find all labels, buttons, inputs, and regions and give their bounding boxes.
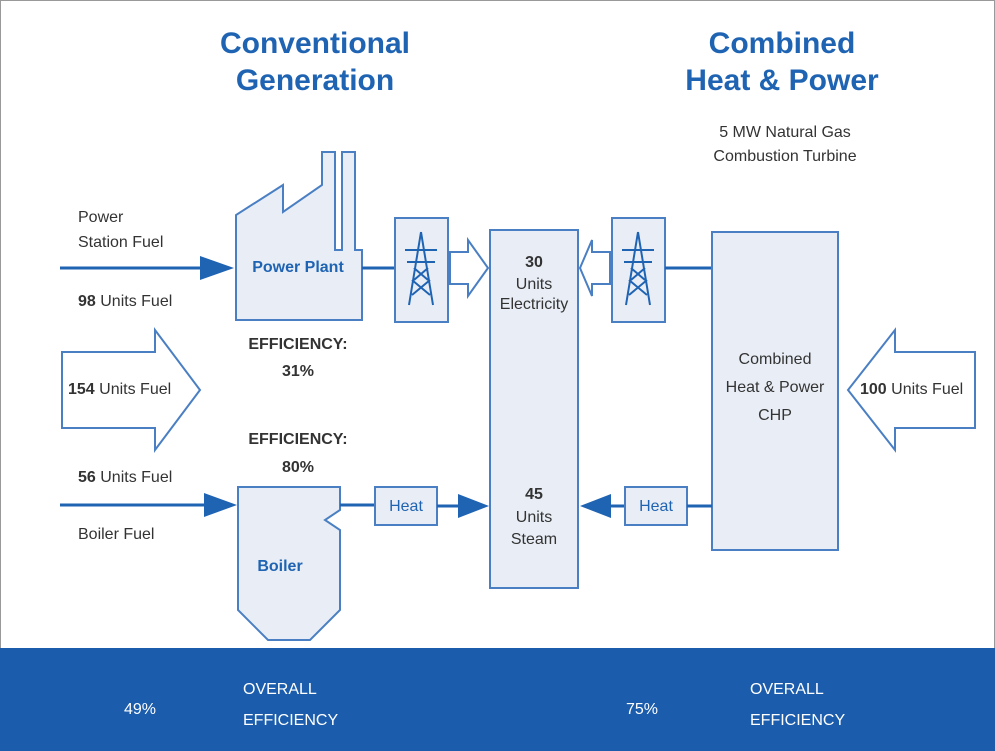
label: OVERALL bbox=[750, 681, 824, 698]
label: EFFICIENCY: bbox=[248, 431, 347, 448]
title: Conventional bbox=[220, 27, 410, 60]
label: EFFICIENCY: bbox=[248, 336, 347, 353]
label: 31% bbox=[282, 363, 314, 380]
amount: 98 bbox=[78, 293, 96, 310]
title: Generation bbox=[236, 64, 394, 97]
label: Heat bbox=[639, 498, 673, 515]
label: 30 bbox=[525, 254, 543, 271]
label: EFFICIENCY bbox=[750, 712, 845, 729]
title: Heat & Power bbox=[685, 64, 879, 97]
label: Units bbox=[516, 276, 552, 293]
heat-box bbox=[624, 486, 688, 526]
label: EFFICIENCY bbox=[243, 712, 338, 729]
label: 80% bbox=[282, 459, 314, 476]
hollow-arrow bbox=[449, 236, 490, 300]
arrowhead bbox=[200, 256, 234, 280]
arrowhead bbox=[458, 494, 489, 518]
amount: 56 bbox=[78, 469, 96, 486]
unit: Units Fuel bbox=[100, 469, 172, 486]
hollow-arrow bbox=[846, 327, 976, 453]
label: Station Fuel bbox=[78, 234, 163, 251]
label: Units bbox=[516, 509, 552, 526]
tower-box bbox=[394, 217, 449, 323]
unit: Units Fuel bbox=[99, 381, 171, 398]
overall-value: 75% bbox=[626, 701, 658, 718]
label: Heat & Power bbox=[726, 379, 825, 396]
tower-icon bbox=[405, 231, 437, 306]
unit: Units Fuel bbox=[100, 293, 172, 310]
heat-box bbox=[374, 486, 438, 526]
label: Power bbox=[78, 209, 124, 226]
label: 154 Units Fuel bbox=[68, 381, 171, 398]
label: 45 bbox=[525, 486, 543, 503]
label: Boiler bbox=[257, 558, 302, 575]
unit: Units Fuel bbox=[891, 381, 963, 398]
label: 100 Units Fuel bbox=[860, 381, 963, 398]
label: 56 Units Fuel bbox=[78, 469, 172, 486]
label: Power Plant bbox=[252, 259, 344, 276]
amount: 154 bbox=[68, 381, 95, 398]
hollow-arrow bbox=[61, 327, 202, 453]
arrowhead bbox=[204, 493, 237, 517]
label: CHP bbox=[758, 407, 792, 424]
label: Combined bbox=[739, 351, 812, 368]
boiler bbox=[237, 486, 341, 641]
hollow-arrow bbox=[578, 239, 611, 297]
label: Boiler Fuel bbox=[78, 526, 154, 543]
label: Heat bbox=[389, 498, 423, 515]
subtitle: 5 MW Natural Gas bbox=[719, 124, 851, 141]
subtitle: Combustion Turbine bbox=[713, 148, 856, 165]
label: OVERALL bbox=[243, 681, 317, 698]
power-plant bbox=[235, 151, 363, 321]
footer-band bbox=[0, 648, 995, 751]
output-box bbox=[489, 229, 579, 589]
tower-icon bbox=[622, 231, 654, 306]
chp-box bbox=[711, 231, 839, 551]
overall-value: 49% bbox=[124, 701, 156, 718]
label: Electricity bbox=[500, 296, 568, 313]
arrowhead bbox=[580, 494, 611, 518]
title: Combined bbox=[709, 27, 856, 60]
label: 98 Units Fuel bbox=[78, 293, 172, 310]
amount: 100 bbox=[860, 381, 887, 398]
label: Steam bbox=[511, 531, 557, 548]
